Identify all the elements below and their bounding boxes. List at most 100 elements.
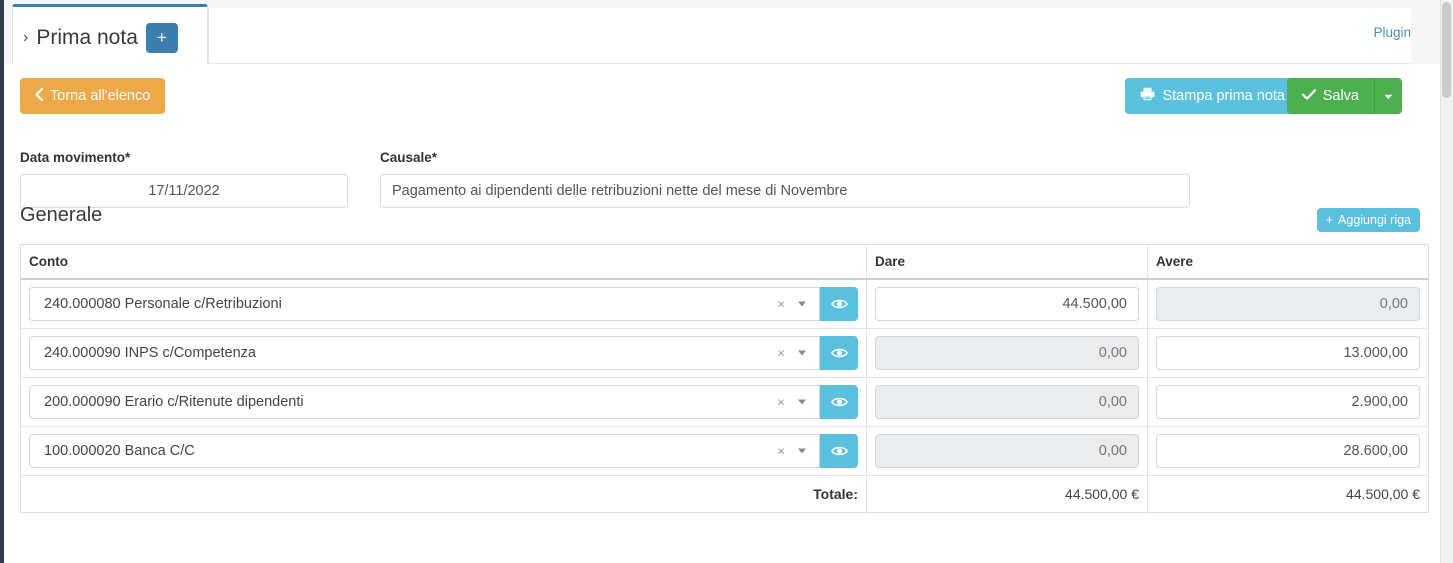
view-account-button[interactable] — [820, 434, 858, 468]
cell-avere — [1147, 426, 1429, 476]
cell-dare — [866, 377, 1148, 427]
account-select-value: 200.000090 Erario c/Ritenute dipendenti — [44, 394, 304, 410]
check-icon — [1301, 88, 1316, 104]
movement-lines-table: Conto Dare Avere 240.000080 Personale c/… — [20, 244, 1429, 513]
cell-dare — [866, 328, 1148, 378]
account-select-value: 240.000090 INPS c/Competenza — [44, 345, 256, 361]
printer-icon — [1140, 87, 1155, 105]
action-toolbar: Torna all'elenco Stampa prima nota — [20, 64, 1424, 128]
save-button-group: Salva — [1286, 78, 1402, 114]
chevron-down-icon[interactable] — [798, 350, 806, 356]
section-header: Generale + Aggiungi riga — [20, 204, 1424, 244]
account-select[interactable]: 100.000020 Banca C/C × — [29, 434, 820, 468]
plus-icon: + — [1325, 212, 1334, 227]
plugin-link[interactable]: Plugin — [1373, 25, 1411, 40]
view-account-button[interactable] — [820, 287, 858, 321]
column-header-dare: Dare — [866, 244, 1148, 280]
tab-strip: › Prima nota + Plugin — [4, 0, 1440, 68]
header-fields: Data movimento* Causale* — [20, 128, 1424, 208]
table-row: 200.000090 Erario c/Ritenute dipendenti × — [20, 377, 1429, 427]
print-prima-nota-button[interactable]: Stampa prima nota — [1125, 78, 1300, 114]
add-row-label: Aggiungi riga — [1338, 213, 1411, 227]
cell-avere — [1147, 377, 1429, 427]
content-surface: › Prima nota + Plugin Torna all'elenco — [4, 0, 1440, 563]
table-body: 240.000080 Personale c/Retribuzioni×240.… — [20, 279, 1429, 476]
chevron-down-icon[interactable] — [798, 448, 806, 454]
account-selector: 240.000080 Personale c/Retribuzioni × — [29, 287, 858, 321]
back-to-list-label: Torna all'elenco — [50, 88, 151, 104]
caret-down-icon — [1384, 89, 1393, 104]
page-body: Torna all'elenco Stampa prima nota — [4, 64, 1440, 563]
account-select[interactable]: 240.000090 INPS c/Competenza × — [29, 336, 820, 370]
totals-label: Totale: — [20, 475, 867, 513]
save-button[interactable]: Salva — [1286, 78, 1374, 114]
account-selector: 200.000090 Erario c/Ritenute dipendenti × — [29, 385, 858, 419]
totals-dare-value: 44.500,00 € — [866, 475, 1148, 513]
cell-dare — [866, 279, 1148, 329]
chevron-right-icon: › — [23, 28, 29, 46]
avere-amount-input[interactable] — [1156, 336, 1420, 370]
vertical-scrollbar[interactable] — [1440, 0, 1453, 563]
view-account-button[interactable] — [820, 385, 858, 419]
dare-amount-input[interactable] — [875, 287, 1139, 321]
avere-amount-input[interactable] — [1156, 385, 1420, 419]
dare-amount-input — [875, 336, 1139, 370]
print-prima-nota-label: Stampa prima nota — [1162, 88, 1285, 104]
dare-amount-input — [875, 434, 1139, 468]
section-title: Generale — [20, 204, 103, 226]
clear-icon[interactable]: × — [777, 394, 785, 410]
save-dropdown-toggle[interactable] — [1374, 78, 1402, 114]
account-selector: 240.000090 INPS c/Competenza × — [29, 336, 858, 370]
eye-icon — [830, 445, 848, 457]
cell-conto: 240.000090 INPS c/Competenza × — [20, 328, 867, 378]
date-field-group: Data movimento* — [20, 150, 348, 208]
account-select-value: 240.000080 Personale c/Retribuzioni — [44, 296, 282, 312]
table-header-row: Conto Dare Avere — [20, 244, 1429, 280]
cell-dare — [866, 426, 1148, 476]
chevron-left-icon — [35, 87, 44, 105]
dare-amount-input — [875, 385, 1139, 419]
date-movimento-input[interactable] — [20, 174, 348, 208]
totals-avere-value: 44.500,00 € — [1147, 475, 1429, 513]
cell-conto: 240.000080 Personale c/Retribuzioni × — [20, 279, 867, 329]
clear-icon[interactable]: × — [777, 443, 785, 459]
chevron-down-icon[interactable] — [798, 399, 806, 405]
save-label: Salva — [1322, 88, 1359, 104]
causale-field-label: Causale* — [380, 150, 438, 165]
add-tab-button[interactable]: + — [145, 22, 178, 53]
cell-conto: 200.000090 Erario c/Ritenute dipendenti × — [20, 377, 867, 427]
add-row-button[interactable]: + Aggiungi riga — [1316, 208, 1420, 232]
vertical-scrollbar-thumb[interactable] — [1442, 2, 1451, 98]
cell-avere — [1147, 279, 1429, 329]
account-select-value: 100.000020 Banca C/C — [44, 443, 195, 459]
cell-avere — [1147, 328, 1429, 378]
account-selector: 100.000020 Banca C/C × — [29, 434, 858, 468]
avere-amount-input[interactable] — [1156, 434, 1420, 468]
column-header-conto: Conto — [20, 244, 867, 280]
table-row: 100.000020 Banca C/C × — [20, 426, 1429, 476]
causale-field-group: Causale* — [380, 150, 1190, 208]
eye-icon — [830, 396, 848, 408]
eye-icon — [830, 347, 848, 359]
account-select[interactable]: 240.000080 Personale c/Retribuzioni × — [29, 287, 820, 321]
clear-icon[interactable]: × — [777, 296, 785, 312]
eye-icon — [830, 298, 848, 310]
totals-row: Totale: 44.500,00 € 44.500,00 € — [20, 475, 1429, 513]
view-account-button[interactable] — [820, 336, 858, 370]
tab-prima-nota[interactable]: › Prima nota + — [12, 4, 208, 68]
column-header-avere: Avere — [1147, 244, 1429, 280]
tab-strip-filler — [208, 8, 1411, 64]
table-row: 240.000090 INPS c/Competenza × — [20, 328, 1429, 378]
account-select[interactable]: 200.000090 Erario c/Ritenute dipendenti × — [29, 385, 820, 419]
causale-input[interactable] — [380, 174, 1190, 208]
back-to-list-button[interactable]: Torna all'elenco — [20, 78, 166, 114]
date-field-label: Data movimento* — [20, 150, 131, 165]
cell-conto: 100.000020 Banca C/C × — [20, 426, 867, 476]
tab-label: Prima nota — [36, 25, 138, 49]
avere-amount-input — [1156, 287, 1420, 321]
clear-icon[interactable]: × — [777, 345, 785, 361]
left-navigation-rail — [0, 0, 4, 563]
chevron-down-icon[interactable] — [798, 301, 806, 307]
table-row: 240.000080 Personale c/Retribuzioni × — [20, 279, 1429, 329]
